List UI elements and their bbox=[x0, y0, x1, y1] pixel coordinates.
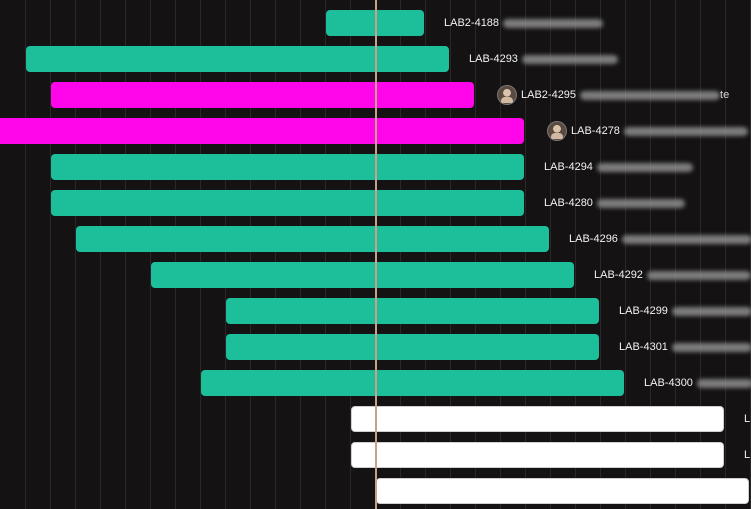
grid-line bbox=[700, 0, 701, 509]
grid-line bbox=[25, 0, 26, 509]
grid-line bbox=[500, 0, 501, 509]
grid-line bbox=[675, 0, 676, 509]
task-label[interactable]: LAB-4293 bbox=[469, 46, 618, 72]
ticket-id: LAB-4301 bbox=[619, 341, 668, 353]
task-label[interactable]: L bbox=[744, 442, 750, 468]
redacted-title bbox=[521, 54, 618, 64]
ticket-id: LAB-4280 bbox=[544, 197, 593, 209]
grid-line bbox=[150, 0, 151, 509]
ticket-id: LAB-4300 bbox=[644, 377, 693, 389]
task-label[interactable]: L bbox=[744, 406, 750, 432]
ticket-id: LAB-4296 bbox=[569, 233, 618, 245]
title-tail-text: te bbox=[720, 89, 730, 101]
grid-line bbox=[350, 0, 351, 509]
grid-line bbox=[450, 0, 451, 509]
ticket-id: LAB-4278 bbox=[571, 125, 620, 137]
task-bar[interactable] bbox=[51, 154, 524, 180]
redacted-title bbox=[596, 162, 693, 172]
ticket-id: LAB-4293 bbox=[469, 53, 518, 65]
ticket-id: LAB2-4188 bbox=[444, 17, 500, 29]
task-bar[interactable] bbox=[0, 118, 524, 144]
grid-line bbox=[300, 0, 301, 509]
gantt-row bbox=[0, 478, 751, 504]
grid-line bbox=[250, 0, 251, 509]
gantt-row: LAB-4293 bbox=[0, 46, 751, 72]
ticket-id: L bbox=[744, 413, 751, 425]
redacted-title bbox=[580, 90, 721, 100]
redacted-title bbox=[671, 342, 751, 352]
task-bar[interactable] bbox=[351, 406, 724, 432]
redacted-title bbox=[671, 306, 751, 316]
gantt-row: LAB-4299 bbox=[0, 298, 751, 324]
task-label[interactable]: LAB-4292 bbox=[594, 262, 751, 288]
task-label[interactable]: LAB-4278 bbox=[547, 118, 748, 144]
task-label[interactable]: LAB2-4188 bbox=[444, 10, 604, 36]
task-label[interactable]: LAB2-4295 te bbox=[497, 82, 729, 108]
gantt-row: LAB-4296 bbox=[0, 226, 751, 252]
task-bar[interactable] bbox=[201, 370, 624, 396]
redacted-title bbox=[621, 234, 751, 244]
grid-line bbox=[50, 0, 51, 509]
task-label[interactable]: LAB-4301 bbox=[619, 334, 751, 360]
gantt-row: L bbox=[0, 406, 751, 432]
task-label[interactable]: LAB-4294 bbox=[544, 154, 693, 180]
redacted-title bbox=[503, 18, 604, 28]
task-bar[interactable] bbox=[26, 46, 449, 72]
task-bar[interactable] bbox=[226, 334, 599, 360]
gantt-row: LAB-4292 bbox=[0, 262, 751, 288]
ticket-id: LAB-4292 bbox=[594, 269, 643, 281]
gantt-row: LAB2-4295 te bbox=[0, 82, 751, 108]
task-label[interactable]: LAB-4299 bbox=[619, 298, 751, 324]
grid-line bbox=[275, 0, 276, 509]
grid-line bbox=[225, 0, 226, 509]
grid-line bbox=[400, 0, 401, 509]
grid-line bbox=[525, 0, 526, 509]
task-bar[interactable] bbox=[351, 442, 724, 468]
task-label[interactable]: LAB-4296 bbox=[569, 226, 751, 252]
task-bar[interactable] bbox=[151, 262, 574, 288]
ticket-id: LAB2-4295 bbox=[521, 89, 577, 101]
redacted-title bbox=[696, 378, 751, 388]
grid-line bbox=[600, 0, 601, 509]
grid-line bbox=[125, 0, 126, 509]
ticket-id: L bbox=[744, 449, 751, 461]
task-bar[interactable] bbox=[76, 226, 549, 252]
grid-line bbox=[75, 0, 76, 509]
grid-line bbox=[725, 0, 726, 509]
gantt-row: LAB-4301 bbox=[0, 334, 751, 360]
grid-line bbox=[200, 0, 201, 509]
today-marker-line bbox=[375, 0, 377, 509]
assignee-avatar[interactable] bbox=[497, 85, 517, 105]
task-bar[interactable] bbox=[51, 82, 474, 108]
gantt-row: L bbox=[0, 442, 751, 468]
task-bar[interactable] bbox=[226, 298, 599, 324]
gantt-row: LAB-4294 bbox=[0, 154, 751, 180]
grid-line bbox=[100, 0, 101, 509]
ticket-id: LAB-4299 bbox=[619, 305, 668, 317]
grid-line bbox=[475, 0, 476, 509]
grid-line bbox=[650, 0, 651, 509]
redacted-title bbox=[596, 198, 685, 208]
grid-line bbox=[325, 0, 326, 509]
grid-line bbox=[550, 0, 551, 509]
task-bar[interactable] bbox=[51, 190, 524, 216]
gantt-row: LAB-4280 bbox=[0, 190, 751, 216]
ticket-id: LAB-4294 bbox=[544, 161, 593, 173]
redacted-title bbox=[646, 270, 751, 280]
task-label[interactable]: LAB-4300 bbox=[644, 370, 751, 396]
grid-line bbox=[425, 0, 426, 509]
grid-line bbox=[575, 0, 576, 509]
gantt-row: LAB-4278 bbox=[0, 118, 751, 144]
grid-line bbox=[175, 0, 176, 509]
assignee-avatar[interactable] bbox=[547, 121, 567, 141]
task-label[interactable]: LAB-4280 bbox=[544, 190, 685, 216]
redacted-title bbox=[623, 126, 748, 136]
grid-line bbox=[625, 0, 626, 509]
task-bar[interactable] bbox=[376, 478, 749, 504]
gantt-row: LAB-4300 bbox=[0, 370, 751, 396]
